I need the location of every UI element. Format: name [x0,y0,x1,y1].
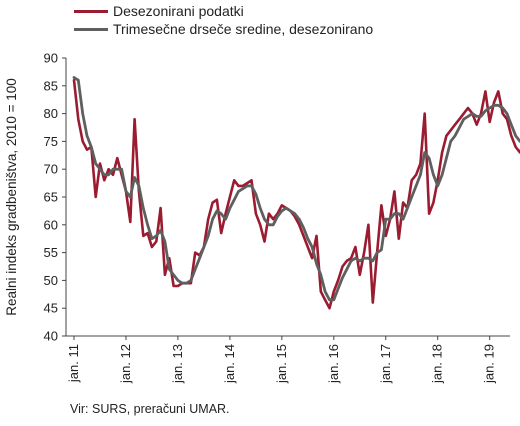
x-tick-label: jan. 11 [66,344,81,383]
x-tick-label: jan. 17 [378,344,393,384]
x-tick-label: jan. 13 [170,344,185,384]
y-tick-label: 70 [44,162,58,177]
x-tick-label: jan. 12 [118,344,133,384]
x-tick-label: jan. 18 [430,344,445,384]
series-line-trimesecne [72,76,520,302]
y-axis: 40 45 50 55 60 65 70 75 80 85 90 [44,51,67,344]
legend-swatch-desezonirani [74,9,108,13]
y-tick-label: 60 [44,217,58,232]
y-tick-label: 75 [44,134,58,149]
y-axis-label: Realni indeks gradbeništva, 2010 = 100 [4,78,19,316]
series-line-desezonirani [72,78,520,310]
source-note: Vir: SURS, preračuni UMAR. [70,402,230,416]
legend-item-trimesecne: Trimesečne drseče sredine, desezonirano [74,20,373,38]
x-tick-label: jan. 14 [222,344,237,384]
y-tick-label: 40 [44,329,58,344]
y-tick-label: 90 [44,51,58,66]
legend-label-desezonirani: Desezonirani podatki [113,3,244,19]
y-tick-label: 50 [44,273,58,288]
plot-area [72,76,520,310]
legend-label-trimesecne: Trimesečne drseče sredine, desezonirano [113,21,374,37]
x-axis: jan. 11 jan. 12 jan. 13 jan. 14 jan. 15 jan. … [66,335,510,384]
legend-swatch-trimesecne [74,27,108,31]
y-tick-label: 80 [44,106,58,121]
x-tick-label: jan. 16 [326,344,341,384]
y-tick-label: 45 [44,301,58,316]
x-tick-label: jan. 19 [482,344,497,384]
x-tick-label: jan. 15 [274,344,289,384]
y-tick-label: 55 [44,245,58,260]
legend-item-desezonirani: Desezonirani podatki [74,2,373,20]
legend: Desezonirani podatki Trimesečne drseče s… [74,2,373,38]
y-tick-label: 65 [44,190,58,205]
y-tick-label: 85 [44,78,58,93]
